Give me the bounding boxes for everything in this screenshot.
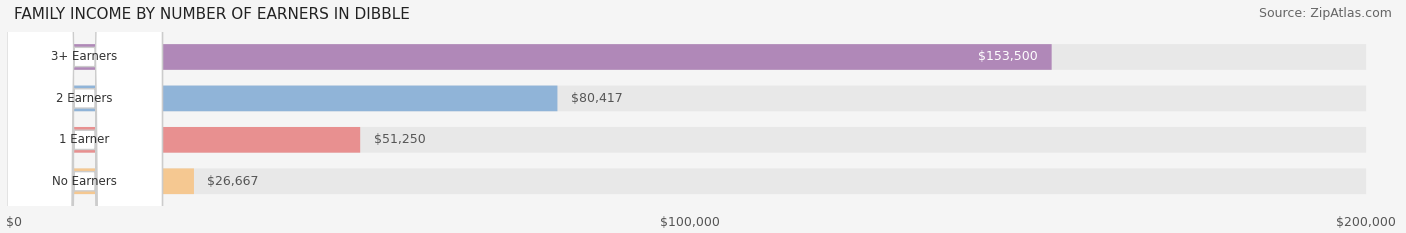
FancyBboxPatch shape: [14, 168, 194, 194]
Text: No Earners: No Earners: [52, 175, 117, 188]
FancyBboxPatch shape: [14, 44, 1367, 70]
Text: 2 Earners: 2 Earners: [56, 92, 112, 105]
Text: 1 Earner: 1 Earner: [59, 133, 110, 146]
Text: $153,500: $153,500: [979, 51, 1038, 63]
FancyBboxPatch shape: [7, 0, 162, 233]
FancyBboxPatch shape: [7, 0, 162, 233]
Text: $51,250: $51,250: [374, 133, 426, 146]
FancyBboxPatch shape: [14, 127, 1367, 153]
FancyBboxPatch shape: [7, 0, 162, 233]
Text: 3+ Earners: 3+ Earners: [52, 51, 118, 63]
FancyBboxPatch shape: [14, 86, 557, 111]
FancyBboxPatch shape: [7, 0, 162, 233]
FancyBboxPatch shape: [14, 86, 1367, 111]
FancyBboxPatch shape: [14, 44, 1052, 70]
Text: FAMILY INCOME BY NUMBER OF EARNERS IN DIBBLE: FAMILY INCOME BY NUMBER OF EARNERS IN DI…: [14, 7, 411, 22]
FancyBboxPatch shape: [14, 168, 1367, 194]
Text: Source: ZipAtlas.com: Source: ZipAtlas.com: [1258, 7, 1392, 20]
Text: $80,417: $80,417: [571, 92, 623, 105]
Text: $26,667: $26,667: [208, 175, 259, 188]
FancyBboxPatch shape: [14, 127, 360, 153]
